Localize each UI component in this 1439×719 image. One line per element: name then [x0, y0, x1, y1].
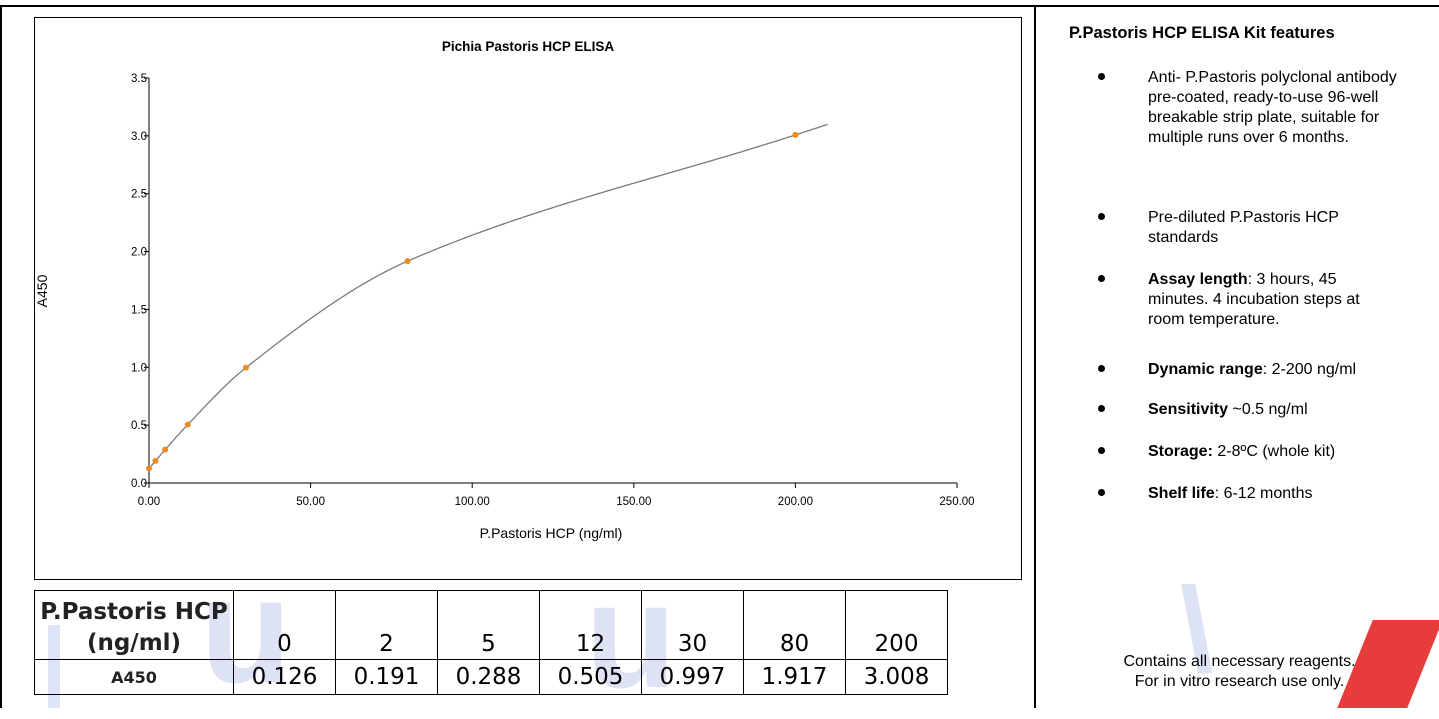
absorbance-cell: 0.997 [641, 659, 744, 695]
bullet-icon [1098, 73, 1105, 80]
feature-bold: Assay length [1148, 271, 1248, 288]
feature-text: Pre-diluted P.Pastoris HCP standards [1148, 209, 1339, 246]
y-tick-label: 2.0 [131, 247, 147, 259]
y-tick-label: 2.5 [131, 189, 147, 201]
fit-curve [148, 123, 828, 469]
concentration-cell: 2 [335, 590, 438, 660]
feature-text: : 6-12 months [1214, 485, 1313, 502]
y-axis: 0.0 0.5 1.0 1.5 2.0 2.5 3.0 3.5 [131, 73, 150, 490]
bullet-icon [1098, 365, 1105, 372]
x-tick-label: 200.00 [778, 496, 813, 508]
concentration-cell: 5 [437, 590, 540, 660]
bullet-icon [1098, 275, 1105, 282]
concentration-cell: 80 [743, 590, 846, 660]
watermark-glyph-v: \ [1180, 563, 1214, 697]
standards-table: P.Pastoris HCP (ng/ml) 0 2 5 12 30 80 20… [34, 590, 948, 695]
chart-frame [34, 17, 1022, 580]
feature-bold: Dynamic range [1148, 361, 1263, 378]
feature-text: : 2-200 ng/ml [1262, 361, 1357, 378]
feature-bold: Storage: [1148, 443, 1213, 460]
absorbance-cell: 1.917 [743, 659, 846, 695]
x-tick-label: 100.00 [455, 496, 490, 508]
y-tick-label: 0.0 [131, 478, 147, 490]
footer-note: Contains all necessary reagents. For in … [1040, 652, 1439, 692]
absorbance-cell: 0.126 [233, 659, 336, 695]
data-point [152, 457, 159, 464]
concentration-row: P.Pastoris HCP (ng/ml) 0 2 5 12 30 80 20… [34, 590, 948, 660]
data-point [404, 258, 411, 265]
features-title: P.Pastoris HCP ELISA Kit features [1069, 24, 1335, 42]
concentration-cell: 30 [641, 590, 744, 660]
x-tick-label: 250.00 [939, 496, 974, 508]
data-point [146, 465, 152, 472]
concentration-cell: 200 [845, 590, 948, 660]
x-tick-label: 50.00 [296, 496, 325, 508]
bullet-icon [1098, 489, 1105, 496]
data-points [146, 131, 799, 472]
bullet-icon [1098, 447, 1105, 454]
chart-title: Pichia Pastoris HCP ELISA [442, 39, 615, 54]
y-tick-label: 3.5 [131, 73, 147, 85]
feature-bold: Sensitivity [1148, 401, 1229, 418]
y-tick-label: 3.0 [131, 131, 147, 143]
absorbance-cell: 0.191 [335, 659, 438, 695]
y-tick-label: 0.5 [131, 420, 147, 432]
footer-line-2: For in vitro research use only. [1134, 673, 1345, 690]
x-axis: 0.00 50.00 100.00 150.00 200.00 250.00 [138, 482, 975, 508]
y-tick-label: 1.5 [131, 304, 147, 316]
y-axis-label: A450 [34, 274, 50, 307]
data-point [162, 446, 169, 453]
data-point [184, 421, 191, 428]
concentration-cell: 0 [233, 590, 336, 660]
footer-line-1: Contains all necessary reagents. [1123, 653, 1356, 670]
feature-text: : 3 hours, 45 minutes. 4 incubation step… [1148, 271, 1360, 328]
frame-divider [1034, 5, 1036, 708]
elisa-standard-curve-chart: Pichia Pastoris HCP ELISA 0.0 0.5 1.0 1.5 2.… [34, 39, 975, 541]
absorbance-cell: 0.288 [437, 659, 540, 695]
concentration-cell: 12 [539, 590, 642, 660]
x-tick-label: 150.00 [616, 496, 651, 508]
frame-left-border [0, 5, 2, 708]
frame-top-border [0, 5, 1439, 7]
features-panel: P.Pastoris HCP ELISA Kit features Anti- … [1040, 0, 1439, 708]
feature-bold: Shelf life [1148, 485, 1215, 502]
x-tick-label: 0.00 [138, 496, 160, 508]
feature-text: ~0.5 ng/ml [1228, 401, 1308, 418]
data-point [242, 364, 249, 371]
absorbance-row: A450 0.126 0.191 0.288 0.505 0.997 1.917… [34, 659, 948, 695]
absorbance-header: A450 [34, 659, 234, 695]
x-axis-label: P.Pastoris HCP (ng/ml) [480, 525, 623, 541]
y-tick-label: 1.0 [131, 362, 147, 374]
bullet-icon [1098, 213, 1105, 220]
feature-text: 2-8ºC (whole kit) [1212, 443, 1336, 460]
absorbance-cell: 0.505 [539, 659, 642, 695]
absorbance-cell: 3.008 [845, 659, 948, 695]
data-point [792, 131, 799, 138]
bullet-icon [1098, 405, 1105, 412]
concentration-header: P.Pastoris HCP (ng/ml) [34, 590, 234, 660]
feature-text: Anti- P.Pastoris polyclonal antibody pre… [1148, 69, 1397, 146]
